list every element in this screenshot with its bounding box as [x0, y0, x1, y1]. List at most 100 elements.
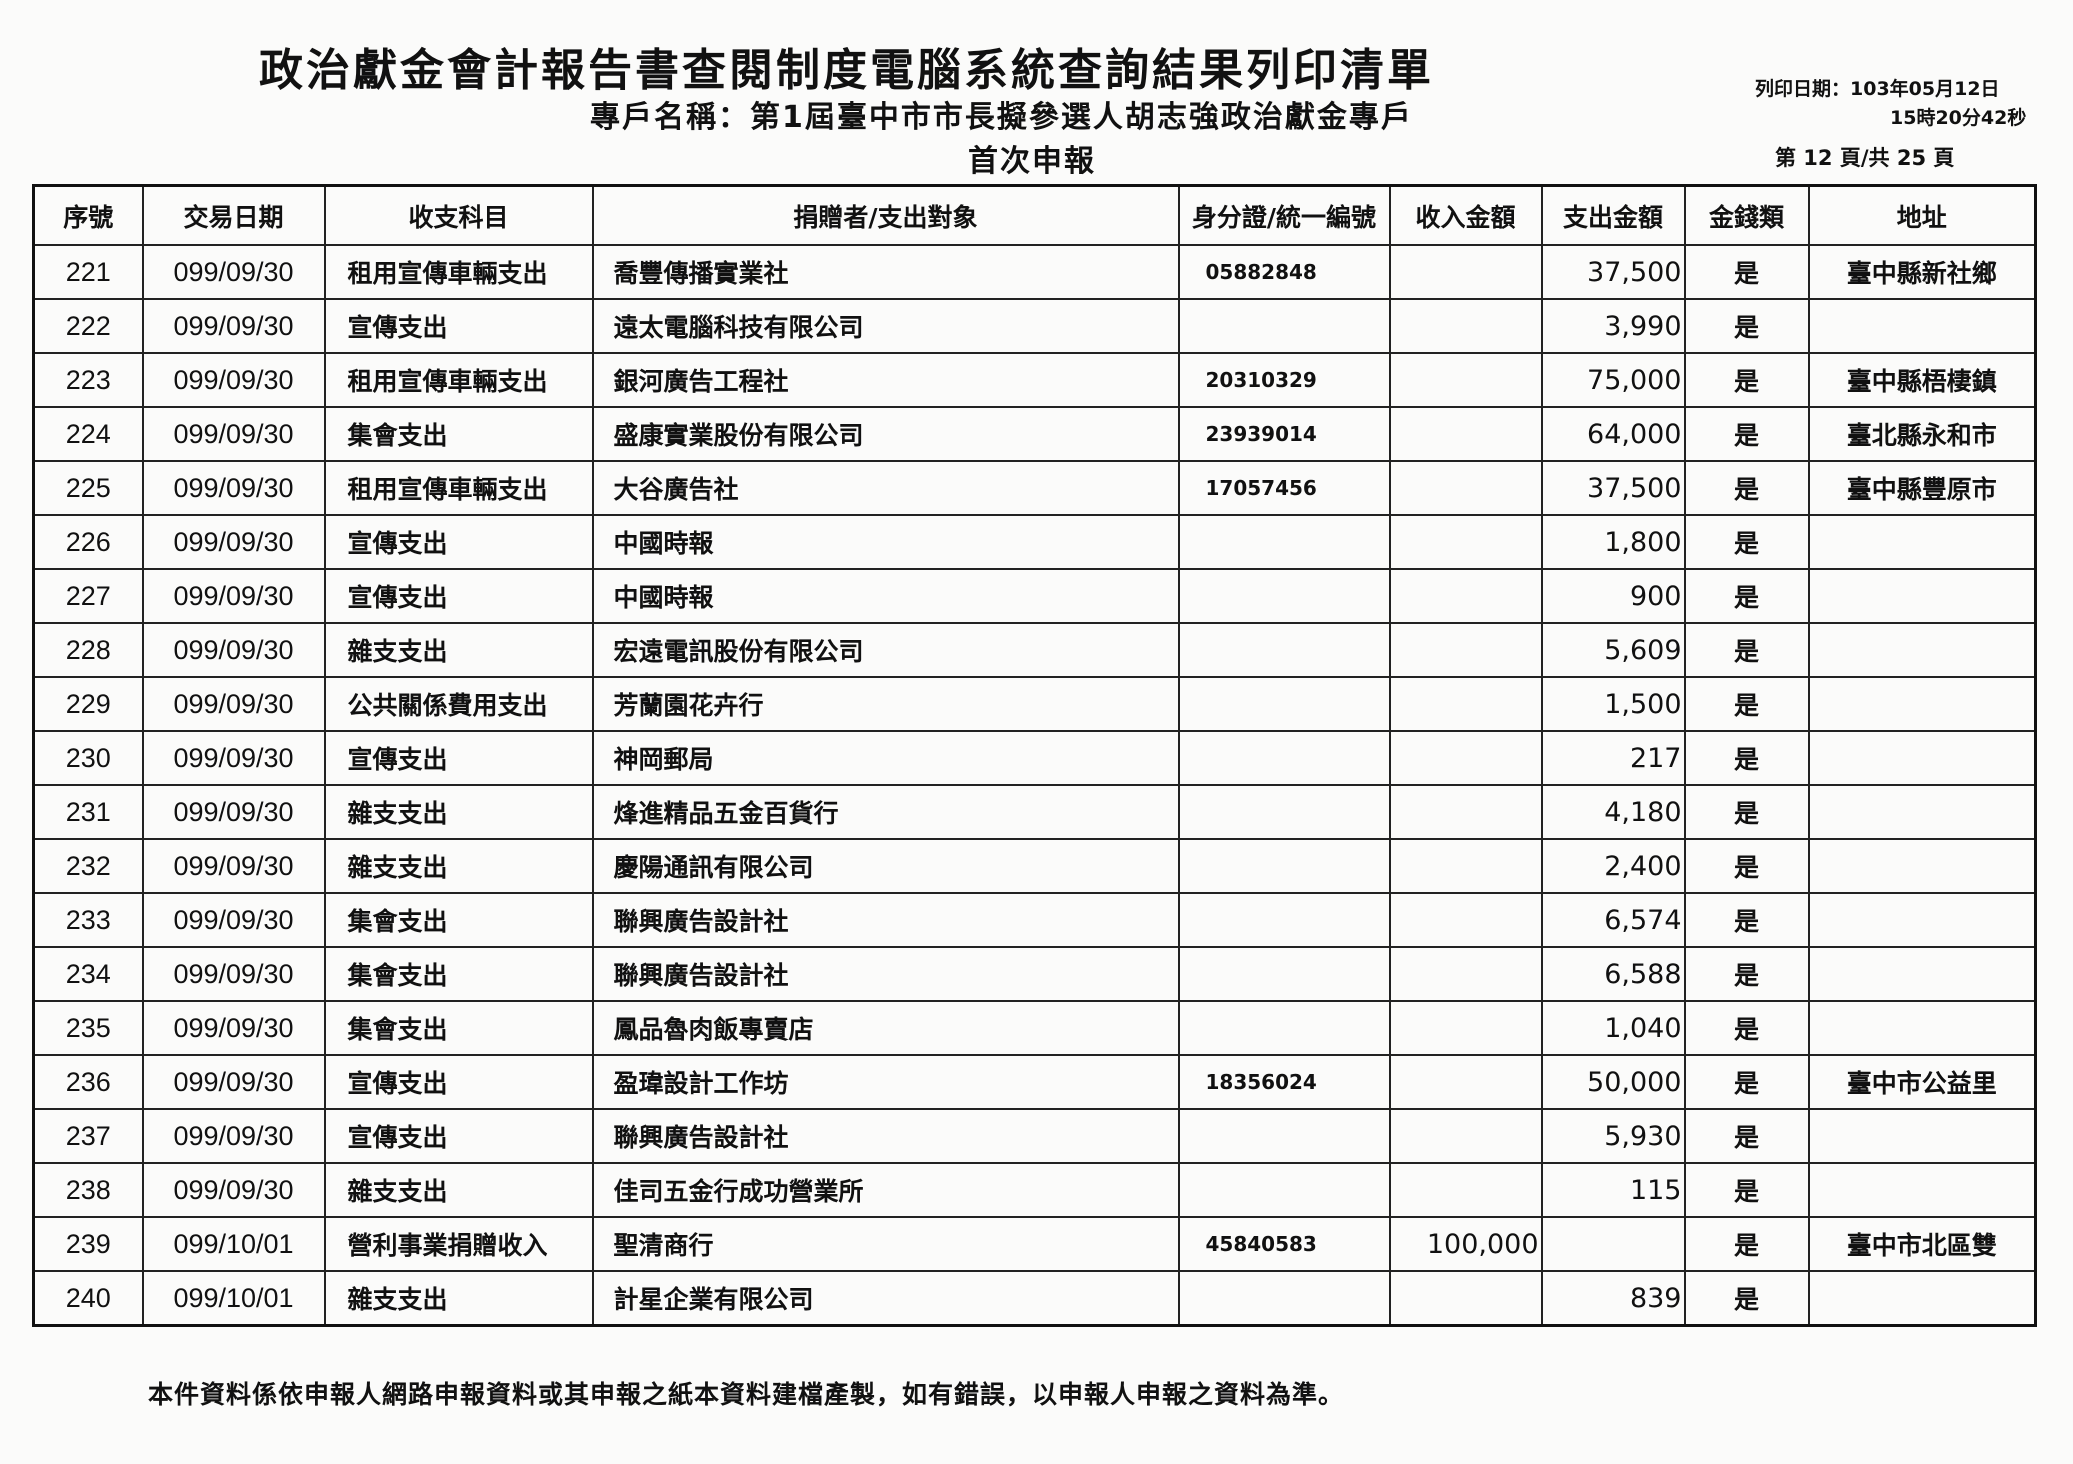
table-row: 227 099/09/30 宣傳支出 中國時報 900 是 — [32, 568, 2037, 624]
cell-donor: 遠太電腦科技有限公司 — [591, 298, 1180, 354]
cell-category: 公共關係費用支出 — [323, 676, 594, 732]
cell-category: 租用宣傳車輛支出 — [323, 244, 594, 300]
table-row: 230 099/09/30 宣傳支出 神岡郵局 217 是 — [32, 730, 2037, 786]
cell-category: 租用宣傳車輛支出 — [323, 352, 594, 408]
cell-seq: 225 — [32, 460, 144, 516]
cell-date: 099/09/30 — [141, 838, 326, 894]
cell-category: 營利事業捐贈收入 — [323, 1216, 594, 1272]
table-row: 237 099/09/30 宣傳支出 聯興廣告設計社 5,930 是 — [32, 1108, 2037, 1164]
cell-income — [1388, 1000, 1543, 1056]
cell-seq: 229 — [32, 676, 144, 732]
cell-seq: 236 — [32, 1054, 144, 1110]
cell-date: 099/09/30 — [141, 1108, 326, 1164]
column-header-address: 地址 — [1807, 184, 2037, 246]
column-header-date: 交易日期 — [141, 184, 326, 246]
cell-income: 100,000 — [1388, 1216, 1543, 1272]
cell-seq: 238 — [32, 1162, 144, 1218]
cell-expense: 50,000 — [1540, 1054, 1686, 1110]
transactions-table: 序號 交易日期 收支科目 捐贈者/支出對象 身分證/統一編號 收入金額 支出金額 金錢類 地址 … — [32, 184, 2037, 1327]
cell-seq: 234 — [32, 946, 144, 1002]
column-header-income: 收入金額 — [1388, 184, 1543, 246]
cell-date: 099/09/30 — [141, 406, 326, 462]
cell-date: 099/09/30 — [141, 352, 326, 408]
cell-id-number — [1177, 514, 1391, 570]
cell-category: 宣傳支出 — [323, 568, 594, 624]
cell-income — [1388, 1270, 1543, 1327]
cell-income — [1388, 946, 1543, 1002]
cell-cash-type: 是 — [1683, 676, 1810, 732]
table-row: 236 099/09/30 宣傳支出 盈瑋設計工作坊 18356024 50,000 是臺中… — [32, 1054, 2037, 1110]
cell-expense: 900 — [1540, 568, 1686, 624]
cell-date: 099/09/30 — [141, 1162, 326, 1218]
print-time: 15時20分42秒 — [1890, 107, 2027, 129]
cell-income — [1388, 352, 1543, 408]
cell-expense: 5,930 — [1540, 1108, 1686, 1164]
cell-expense: 4,180 — [1540, 784, 1686, 840]
cell-expense: 37,500 — [1540, 244, 1686, 300]
cell-category: 宣傳支出 — [323, 1108, 594, 1164]
cell-id-number — [1177, 946, 1391, 1002]
cell-id-number: 18356024 — [1177, 1054, 1391, 1110]
cell-donor: 銀河廣告工程社 — [591, 352, 1180, 408]
cell-category: 集會支出 — [323, 406, 594, 462]
cell-id-number: 05882848 — [1177, 244, 1391, 300]
cell-category: 宣傳支出 — [323, 730, 594, 786]
cell-donor: 盈瑋設計工作坊 — [591, 1054, 1180, 1110]
cell-income — [1388, 1054, 1543, 1110]
column-header-cash-type: 金錢類 — [1683, 184, 1810, 246]
table-row: 222 099/09/30 宣傳支出 遠太電腦科技有限公司 3,990 是 — [32, 298, 2037, 354]
cell-cash-type: 是 — [1683, 838, 1810, 894]
cell-category: 雜支支出 — [323, 1270, 594, 1327]
print-date: 列印日期：103年05月12日 — [1755, 78, 2000, 100]
cell-income — [1388, 460, 1543, 516]
footer-note: 本件資料係依申報人網路申報資料或其申報之紙本資料建檔產製，如有錯誤，以申報人申報… — [148, 1380, 1345, 1409]
table-row: 238 099/09/30 雜支支出 佳司五金行成功營業所 115 是 — [32, 1162, 2037, 1218]
cell-cash-type: 是 — [1683, 1162, 1810, 1218]
table-row: 228 099/09/30 雜支支出 宏遠電訊股份有限公司 5,609 是 — [32, 622, 2037, 678]
cell-category: 集會支出 — [323, 892, 594, 948]
cell-id-number — [1177, 568, 1391, 624]
cell-date: 099/10/01 — [141, 1216, 326, 1272]
cell-income — [1388, 622, 1543, 678]
table-row: 221 099/09/30 租用宣傳車輛支出 喬豐傳播實業社 05882848 37,50… — [32, 244, 2037, 300]
cell-address — [1807, 676, 2037, 732]
cell-address — [1807, 1270, 2037, 1327]
cell-income — [1388, 514, 1543, 570]
cell-cash-type: 是 — [1683, 1054, 1810, 1110]
cell-seq: 223 — [32, 352, 144, 408]
cell-income — [1388, 1108, 1543, 1164]
cell-income — [1388, 784, 1543, 840]
cell-date: 099/09/30 — [141, 244, 326, 300]
table-row: 224 099/09/30 集會支出 盛康實業股份有限公司 23939014 64,000… — [32, 406, 2037, 462]
cell-date: 099/09/30 — [141, 892, 326, 948]
cell-address: 臺北縣永和市 — [1807, 406, 2037, 462]
page-info: 第 12 頁/共 25 頁 — [1775, 146, 1955, 170]
cell-donor: 宏遠電訊股份有限公司 — [591, 622, 1180, 678]
table-body: 221 099/09/30 租用宣傳車輛支出 喬豐傳播實業社 05882848 37,50… — [32, 244, 2037, 1327]
cell-donor: 佳司五金行成功營業所 — [591, 1162, 1180, 1218]
cell-donor: 喬豐傳播實業社 — [591, 244, 1180, 300]
cell-seq: 232 — [32, 838, 144, 894]
cell-income — [1388, 838, 1543, 894]
title-text: 政治獻金會計報告書查閱制度電腦系統查詢結果列印清單 — [259, 45, 1434, 96]
cell-donor: 盛康實業股份有限公司 — [591, 406, 1180, 462]
cell-cash-type: 是 — [1683, 1270, 1810, 1327]
cell-income — [1388, 568, 1543, 624]
cell-cash-type: 是 — [1683, 946, 1810, 1002]
cell-income — [1388, 676, 1543, 732]
cell-id-number — [1177, 1162, 1391, 1218]
cell-seq: 221 — [32, 244, 144, 300]
cell-id-number — [1177, 1000, 1391, 1056]
table-row: 229 099/09/30 公共關係費用支出 芳蘭園花卉行 1,500 是 — [32, 676, 2037, 732]
cell-id-number: 23939014 — [1177, 406, 1391, 462]
cell-income — [1388, 730, 1543, 786]
cell-address — [1807, 838, 2037, 894]
cell-date: 099/09/30 — [141, 568, 326, 624]
report-type: 首次申報 — [968, 144, 1096, 179]
cell-seq: 224 — [32, 406, 144, 462]
cell-address — [1807, 1000, 2037, 1056]
cell-address — [1807, 784, 2037, 840]
cell-category: 宣傳支出 — [323, 1054, 594, 1110]
cell-expense: 5,609 — [1540, 622, 1686, 678]
cell-date: 099/09/30 — [141, 460, 326, 516]
